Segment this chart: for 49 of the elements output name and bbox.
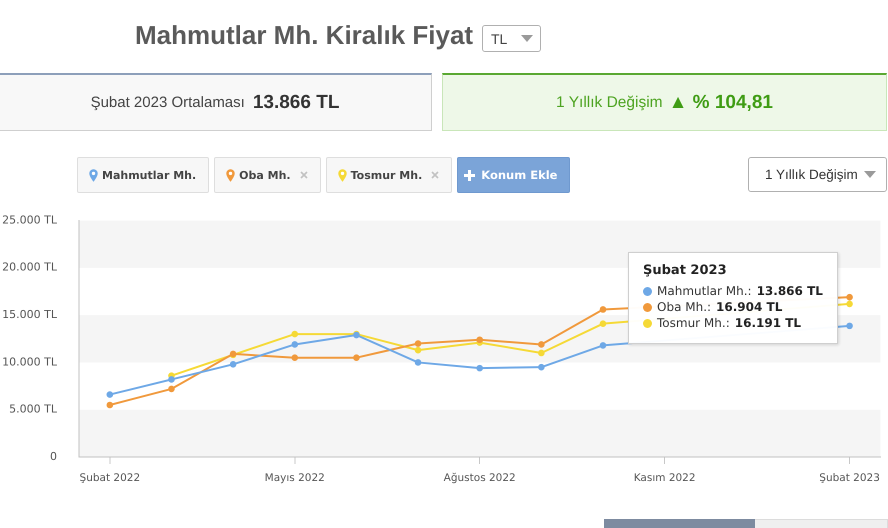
point — [230, 361, 236, 368]
y-tick-label: 25.000 TL — [2, 213, 58, 226]
point — [600, 320, 606, 327]
point — [414, 359, 422, 366]
annotation: Mahmutlar Mh.: 13.866 TL — [657, 284, 823, 298]
point — [846, 294, 853, 300]
point — [538, 350, 545, 356]
legend-label: Oba Mh. — [239, 168, 291, 182]
text: TL — [491, 30, 508, 46]
point — [291, 354, 298, 362]
point — [600, 342, 606, 349]
point — [291, 330, 298, 338]
point — [291, 341, 298, 348]
x-tick-label: Mayıs 2022 — [264, 472, 325, 484]
legend-label: Mahmutlar Mh. — [102, 168, 196, 182]
point — [538, 341, 545, 348]
annotation: Şubat 2023 — [643, 263, 728, 278]
point — [106, 402, 114, 408]
legend-label: Tosmur Mh. — [350, 168, 422, 182]
text: Şubat 2023 Ortalaması — [90, 94, 245, 111]
x-tick-label: Ağustos 2022 — [444, 472, 516, 484]
point — [168, 376, 175, 383]
point — [414, 346, 422, 354]
point — [353, 354, 360, 362]
text: 1 Yıllık Değişim — [556, 94, 663, 112]
annotation: Tosmur Mh.: 16.191 TL — [657, 316, 802, 330]
point — [168, 386, 175, 392]
point — [538, 364, 545, 370]
point — [846, 322, 853, 330]
x-tick-label: Kasım 2022 — [634, 472, 696, 484]
text: 13.866 TL — [252, 92, 340, 114]
point — [476, 364, 483, 372]
point — [846, 300, 853, 308]
y-tick-label: 10.000 TL — [2, 355, 58, 368]
point — [476, 336, 483, 344]
y-tick-label: 20.000 TL — [2, 260, 58, 274]
point — [600, 306, 606, 313]
text: Konum Ekle — [481, 168, 558, 182]
x-tick-label: Şubat 2023 — [819, 472, 880, 484]
x-tick-label: Şubat 2022 — [80, 472, 140, 484]
y-tick-label: 15.000 TL — [2, 308, 58, 322]
text: 1 Yıllık Değişim — [765, 167, 858, 182]
y-tick-label: 0 — [50, 450, 57, 463]
annotation: Oba Mh.: 16.904 TL — [657, 300, 782, 314]
point — [414, 340, 422, 347]
text: ▲ % 104,81 — [668, 92, 773, 114]
point — [106, 391, 114, 398]
chart-title: Mahmutlar Mh. Kiralık Fiyat — [135, 20, 474, 51]
y-tick-label: 5.000 TL — [9, 402, 58, 416]
